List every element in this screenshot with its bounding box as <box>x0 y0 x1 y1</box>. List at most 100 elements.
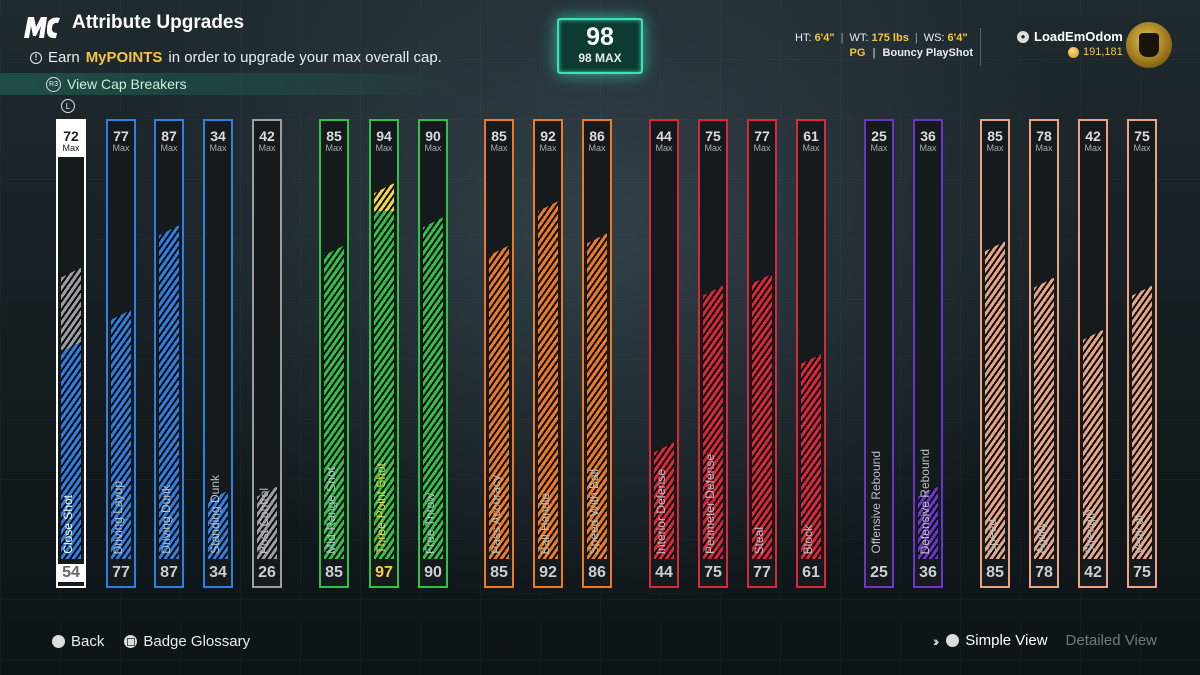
attribute-max-label: Max <box>870 143 888 153</box>
attribute-max: 25 Max <box>866 129 892 153</box>
detailed-view-button[interactable]: Detailed View <box>1065 632 1157 649</box>
wingspan-value: 6'4" <box>947 32 968 44</box>
attribute-bar-pass-accuracy[interactable]: 85 Max Pass Accuracy 85 <box>484 119 514 588</box>
attribute-name: Agility <box>1034 521 1048 554</box>
attribute-max-label: Max <box>986 143 1004 153</box>
attribute-max-value: 44 <box>656 128 672 144</box>
attribute-bar-standing-dunk[interactable]: 34 Max Standing Dunk 34 <box>203 119 233 588</box>
attribute-bar-block[interactable]: 61 Max Block 61 <box>796 119 826 588</box>
attribute-fill <box>1034 277 1054 559</box>
view-cap-breakers-label: View Cap Breakers <box>67 76 187 92</box>
attribute-current-value: 54 <box>58 564 84 582</box>
attribute-bar-vertical[interactable]: 75 Max Vertical 75 <box>1127 119 1157 588</box>
player-avatar <box>1126 22 1172 68</box>
attribute-bar-speed-with-ball[interactable]: 86 Max Speed With Ball 86 <box>582 119 612 588</box>
attribute-max: 85 Max <box>982 129 1008 153</box>
attribute-bar-driving-layup[interactable]: 77 Max Driving Layup 77 <box>106 119 136 588</box>
attribute-fill <box>1132 285 1152 559</box>
header-divider <box>980 28 981 66</box>
attribute-bar-defensive-rebound[interactable]: 36 Max Defensive Rebound 36 <box>913 119 943 588</box>
attribute-bar-perimeter-defense[interactable]: 75 Max Perimeter Defense 75 <box>698 119 728 588</box>
attribute-max-label: Max <box>209 143 227 153</box>
attribute-max-value: 86 <box>589 128 605 144</box>
attribute-max: 77 Max <box>108 129 134 153</box>
player-role: PG | Bouncy PlayShot <box>849 47 973 59</box>
attribute-max-value: 25 <box>871 128 887 144</box>
attribute-max-label: Max <box>1133 143 1151 153</box>
attribute-max: 92 Max <box>535 129 561 153</box>
attribute-current-value: 97 <box>375 564 393 581</box>
attribute-bar-interior-defense[interactable]: 44 Max Interior Defense 44 <box>649 119 679 588</box>
attribute-max-value: 77 <box>113 128 129 144</box>
back-button[interactable]: Back <box>71 633 105 650</box>
attribute-name: Offensive Rebound <box>869 451 883 554</box>
attribute-bar-close-shot[interactable]: 72 Max Close Shot 54 <box>56 119 86 588</box>
attribute-max-label: Max <box>704 143 722 153</box>
attribute-max-value: 78 <box>1036 128 1052 144</box>
overall-rating: 98 <box>586 23 614 51</box>
attribute-name: Close Shot <box>61 495 75 554</box>
attribute-fill <box>703 285 723 559</box>
badge-glossary-button[interactable]: Badge Glossary <box>143 633 251 650</box>
attribute-max-value: 94 <box>376 128 392 144</box>
attribute-max-label: Max <box>1035 143 1053 153</box>
attribute-bar-mid-range-shot[interactable]: 85 Max Mid-Range Shot 85 <box>319 119 349 588</box>
attribute-name: Pass Accuracy <box>489 475 503 554</box>
attribute-current-value: 77 <box>112 564 130 581</box>
attribute-name: Block <box>801 524 815 554</box>
attribute-fill <box>159 225 179 559</box>
attribute-max-value: 72 <box>63 128 79 144</box>
triangle-button-icon <box>946 634 960 647</box>
attribute-current-value: 26 <box>258 564 276 581</box>
attribute-fill <box>654 442 674 559</box>
attribute-max-label: Max <box>919 143 937 153</box>
user-profile: ● LoadEmOdom <box>1017 29 1123 44</box>
attribute-bar-strength[interactable]: 42 Max Strength 42 <box>1078 119 1108 588</box>
attribute-current-value: 36 <box>919 564 937 581</box>
view-toggle: ›› Simple View Detailed View <box>933 632 1157 649</box>
attribute-name: Speed <box>985 519 999 554</box>
attribute-current-value: 25 <box>870 564 888 581</box>
playstation-icon: ● <box>1017 30 1029 43</box>
subtitle-prefix: Earn <box>48 49 80 66</box>
attribute-name: Interior Defense <box>654 468 668 554</box>
overall-max-label: 98 MAX <box>578 51 622 65</box>
attribute-fill <box>538 201 558 559</box>
attribute-max-value: 42 <box>259 128 275 144</box>
attribute-max: 86 Max <box>584 129 610 153</box>
view-cap-breakers-button[interactable]: R3 View Cap Breakers <box>0 73 470 95</box>
attribute-max: 72 Max <box>58 129 84 153</box>
attribute-fill <box>1083 329 1103 559</box>
attribute-max-value: 85 <box>491 128 507 144</box>
vc-amount: 191,181 <box>1083 46 1123 58</box>
attribute-bar-ball-handle[interactable]: 92 Max Ball Handle 92 <box>533 119 563 588</box>
attribute-bar-steal[interactable]: 77 Max Steal 77 <box>747 119 777 588</box>
wingspan-label: WS: <box>923 32 945 44</box>
attribute-fill <box>208 490 228 559</box>
attribute-fill <box>61 341 81 559</box>
attribute-max: 75 Max <box>700 129 726 153</box>
r3-button-icon: R3 <box>46 76 61 92</box>
attribute-fill <box>985 241 1005 559</box>
attribute-current-value: 90 <box>424 564 442 581</box>
attribute-max-label: Max <box>112 143 130 153</box>
simple-view-button[interactable]: Simple View <box>965 632 1048 649</box>
attribute-bar-speed[interactable]: 85 Max Speed 85 <box>980 119 1010 588</box>
attribute-bar-post-control[interactable]: 42 Max Post Control 26 <box>252 119 282 588</box>
player-position: PG <box>849 47 866 59</box>
attribute-bar-offensive-rebound[interactable]: 25 Max Offensive Rebound 25 <box>864 119 894 588</box>
mypoints-highlight: MyPOINTS <box>85 49 163 66</box>
attribute-max: 85 Max <box>321 129 347 153</box>
attribute-current-value: 75 <box>1133 564 1151 581</box>
attribute-bar-agility[interactable]: 78 Max Agility 78 <box>1029 119 1059 588</box>
attribute-max: 78 Max <box>1031 129 1057 153</box>
circle-button-icon <box>52 635 65 648</box>
attribute-bar-driving-dunk[interactable]: 87 Max Driving Dunk 87 <box>154 119 184 588</box>
attribute-bar-three-point-shot[interactable]: 94 Max Three-Point Shot 97 <box>369 119 399 588</box>
attribute-max-label: Max <box>753 143 771 153</box>
footer-controls: Back Badge Glossary <box>52 633 250 650</box>
attribute-bar-free-throw[interactable]: 90 Max Free Throw 90 <box>418 119 448 588</box>
attribute-max: 85 Max <box>486 129 512 153</box>
attribute-name: Vertical <box>1132 514 1146 554</box>
page-title: Attribute Upgrades <box>72 12 245 33</box>
